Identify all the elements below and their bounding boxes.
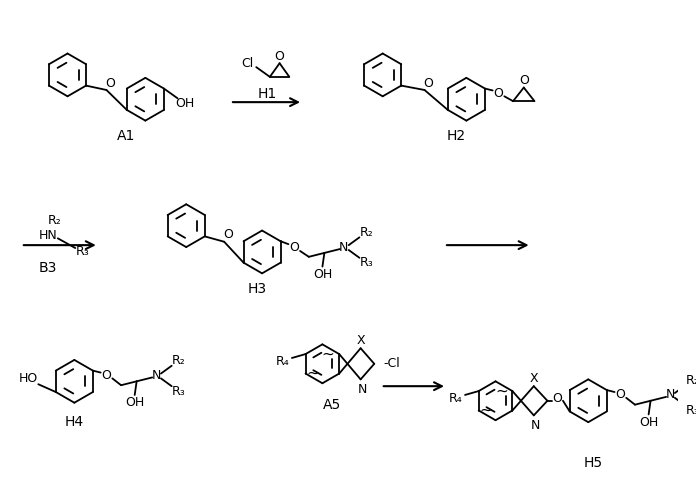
Text: X: X: [356, 334, 365, 347]
Text: R₂: R₂: [359, 226, 373, 239]
Text: O: O: [423, 76, 434, 90]
Text: N: N: [358, 382, 367, 396]
Text: N: N: [665, 388, 674, 402]
Text: X: X: [530, 372, 538, 385]
Text: O: O: [275, 50, 285, 63]
Text: -Cl: -Cl: [383, 358, 400, 370]
Text: R₂: R₂: [686, 374, 696, 387]
Text: O: O: [290, 240, 299, 254]
Text: N: N: [339, 240, 349, 254]
Text: O: O: [105, 76, 116, 90]
Text: N: N: [531, 418, 540, 432]
Text: B3: B3: [39, 260, 57, 274]
Text: A5: A5: [323, 398, 341, 411]
Text: O: O: [493, 87, 503, 100]
Text: H2: H2: [447, 129, 466, 143]
Text: ~: ~: [495, 384, 508, 398]
Text: ~: ~: [306, 366, 319, 381]
Text: R₂: R₂: [48, 214, 62, 228]
Text: H4: H4: [65, 415, 84, 429]
Text: HN: HN: [38, 229, 57, 242]
Text: O: O: [519, 74, 529, 87]
Text: HO: HO: [19, 372, 38, 385]
Text: O: O: [223, 228, 233, 241]
Text: H3: H3: [248, 282, 267, 296]
Text: H1: H1: [258, 88, 276, 102]
Text: Cl: Cl: [242, 56, 253, 70]
Text: N: N: [152, 369, 161, 382]
Text: R₄: R₄: [448, 392, 462, 406]
Text: O: O: [102, 369, 111, 382]
Text: R₃: R₃: [686, 404, 696, 417]
Text: R₃: R₃: [77, 246, 90, 258]
Text: R₃: R₃: [359, 256, 373, 269]
Text: OH: OH: [313, 268, 332, 281]
Text: A1: A1: [117, 129, 135, 143]
Text: O: O: [552, 392, 562, 406]
Text: OH: OH: [125, 396, 144, 409]
Text: ~: ~: [480, 403, 492, 418]
Text: R₂: R₂: [172, 354, 185, 368]
Text: OH: OH: [639, 416, 658, 428]
Text: H5: H5: [583, 456, 603, 470]
Text: R₃: R₃: [172, 384, 185, 398]
Text: O: O: [615, 388, 625, 402]
Text: R₄: R₄: [276, 356, 289, 368]
Text: OH: OH: [175, 96, 195, 110]
Text: ~: ~: [322, 346, 335, 362]
